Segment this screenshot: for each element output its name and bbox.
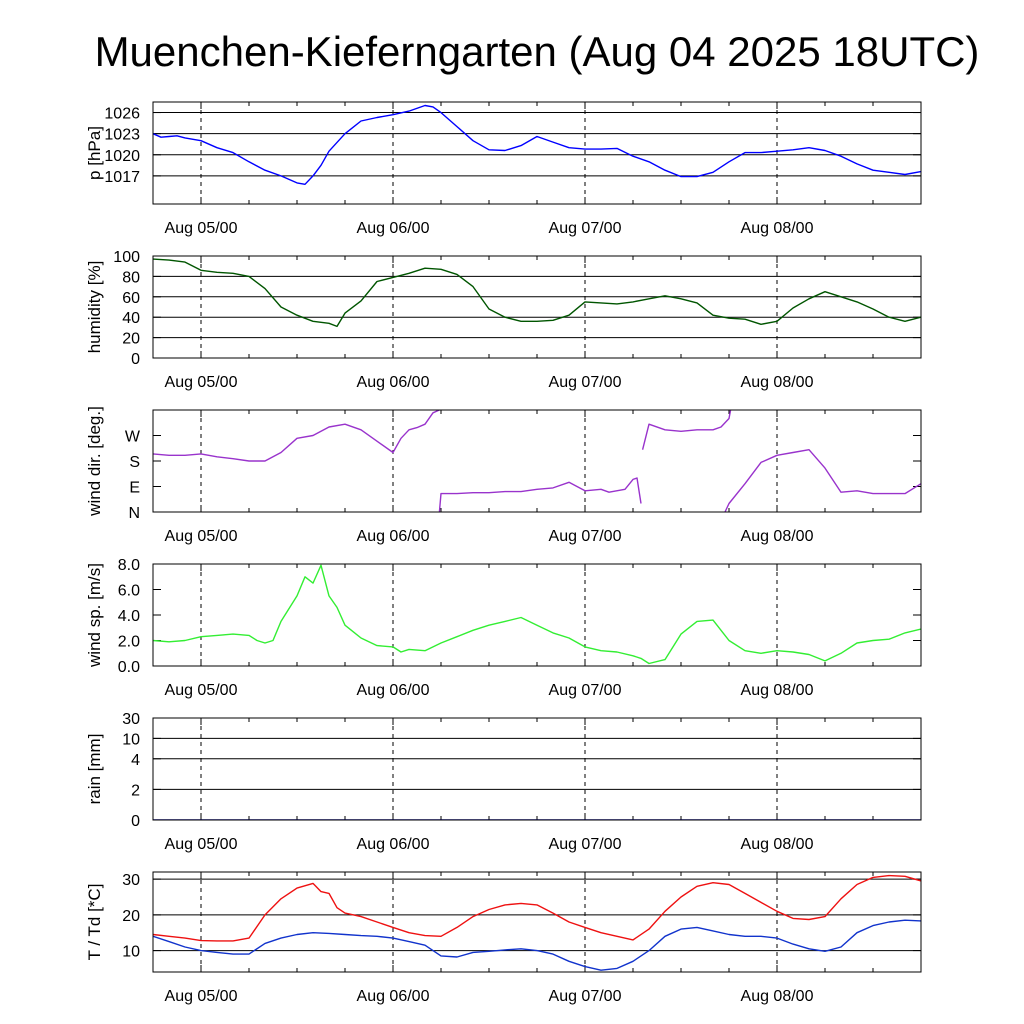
pressure-panel: 1017 1020 1023 1026 Aug 05/00 Aug 06/00 Aug 07… [85, 101, 922, 237]
rain-ytick-label-4: 30 [122, 711, 140, 728]
wind-direction-series-0-segment-0 [153, 410, 440, 462]
wind-speed-panel: 0.0 2.0 4.0 6.0 8.0 Aug 05/00 Aug 06/00 Aug 07/… [85, 557, 922, 699]
rain-ytick-label-3: 10 [122, 731, 140, 748]
humidity-frame [152, 255, 922, 359]
wind-direction-xtick-label-0: Aug 05/00 [165, 528, 238, 545]
pressure-ytick-label-2: 1023 [104, 127, 140, 144]
pressure-ytick-label-0: 1017 [104, 169, 140, 186]
wind-speed-xtick-label-0: Aug 05/00 [165, 682, 238, 699]
temperature-ytick-label-2: 30 [122, 872, 140, 889]
rain-panel: 0 2 4 10 30 Aug 05/00 Aug 06/00 Aug 07/00 Aug 08… [85, 711, 922, 853]
wind-speed-ytick-label-4: 8.0 [118, 557, 140, 574]
temperature-xtick-label-1: Aug 06/00 [357, 988, 430, 1005]
wind-direction-xtick-label-3: Aug 08/00 [741, 528, 814, 545]
chart-title: Muenchen-Kieferngarten (Aug 04 2025 18UT… [95, 28, 980, 75]
wind-speed-frame [152, 563, 922, 667]
wind-speed-ytick-label-3: 6.0 [118, 583, 140, 600]
pressure-xtick-label-0: Aug 05/00 [165, 220, 238, 237]
temperature-ytick-label-1: 20 [122, 908, 140, 925]
temperature-series-1 [153, 919, 921, 971]
humidity-panel: 0 20 40 60 80 100 Aug 05/00 Aug 06/00 Aug 07/00 A… [85, 249, 922, 391]
rain-xtick-label-1: Aug 06/00 [357, 836, 430, 853]
rain-axis-label: rain [mm] [85, 734, 104, 805]
wind-speed-ytick-label-1: 2.0 [118, 634, 140, 651]
humidity-ytick-label-0: 0 [131, 351, 140, 368]
temperature-series-0 [153, 874, 921, 942]
temperature-ytick-label-0: 10 [122, 944, 140, 961]
rain-ytick-label-0: 0 [131, 813, 140, 830]
humidity-ytick-label-4: 80 [122, 269, 140, 286]
wind-direction-ytick-label-3: W [125, 429, 141, 446]
wind-speed-series-0 [153, 564, 921, 665]
wind-direction-series-0-segment-1 [438, 477, 642, 512]
temperature-axis-label: T / Td [*C] [85, 884, 104, 961]
humidity-xtick-label-3: Aug 08/00 [741, 374, 814, 391]
pressure-ytick-label-3: 1026 [104, 106, 140, 123]
humidity-xtick-label-0: Aug 05/00 [165, 374, 238, 391]
wind-speed-xtick-label-2: Aug 07/00 [549, 682, 622, 699]
humidity-ytick-label-1: 20 [122, 331, 140, 348]
temperature-frame [152, 871, 922, 973]
wind-direction-ytick-label-0: N [128, 505, 140, 522]
wind-direction-xtick-label-1: Aug 06/00 [357, 528, 430, 545]
wind-direction-series-0-segment-3 [724, 449, 921, 512]
humidity-ytick-label-5: 100 [113, 249, 140, 266]
temperature-xtick-label-3: Aug 08/00 [741, 988, 814, 1005]
wind-speed-axis-label: wind sp. [m/s] [85, 563, 104, 668]
wind-speed-ytick-label-2: 4.0 [118, 608, 140, 625]
temperature-xtick-label-2: Aug 07/00 [549, 988, 622, 1005]
wind-direction-ytick-label-2: S [129, 454, 140, 471]
pressure-frame [152, 101, 922, 205]
temperature-panel: 10 20 30 Aug 05/00 Aug 06/00 Aug 07/00 Aug 08/… [85, 871, 922, 1005]
wind-direction-frame [152, 409, 922, 513]
wind-direction-xtick-label-2: Aug 07/00 [549, 528, 622, 545]
pressure-axis-label: p [hPa] [85, 126, 104, 180]
pressure-xtick-label-3: Aug 08/00 [741, 220, 814, 237]
pressure-ytick-label-1: 1020 [104, 148, 140, 165]
rain-ytick-label-2: 4 [131, 752, 140, 769]
wind-speed-ytick-label-0: 0.0 [118, 659, 140, 676]
wind-speed-xtick-label-3: Aug 08/00 [741, 682, 814, 699]
temperature-xtick-label-0: Aug 05/00 [165, 988, 238, 1005]
rain-ytick-label-1: 2 [131, 782, 140, 799]
rain-xtick-label-3: Aug 08/00 [741, 836, 814, 853]
pressure-xtick-label-1: Aug 06/00 [357, 220, 430, 237]
humidity-series-0 [153, 258, 921, 328]
wind-direction-axis-label: wind dir. [deg.] [85, 406, 104, 517]
humidity-axis-label: humidity [%] [85, 261, 104, 354]
rain-frame [152, 717, 922, 821]
rain-xtick-label-0: Aug 05/00 [165, 836, 238, 853]
humidity-ytick-label-3: 60 [122, 290, 140, 307]
rain-xtick-label-2: Aug 07/00 [549, 836, 622, 853]
wind-speed-xtick-label-1: Aug 06/00 [357, 682, 430, 699]
humidity-xtick-label-2: Aug 07/00 [549, 374, 622, 391]
pressure-xtick-label-2: Aug 07/00 [549, 220, 622, 237]
humidity-ytick-label-2: 40 [122, 310, 140, 327]
humidity-xtick-label-1: Aug 06/00 [357, 374, 430, 391]
wind-direction-series-0-segment-2 [641, 410, 732, 450]
pressure-series-0 [153, 104, 921, 186]
wind-direction-ytick-label-1: E [129, 480, 140, 497]
